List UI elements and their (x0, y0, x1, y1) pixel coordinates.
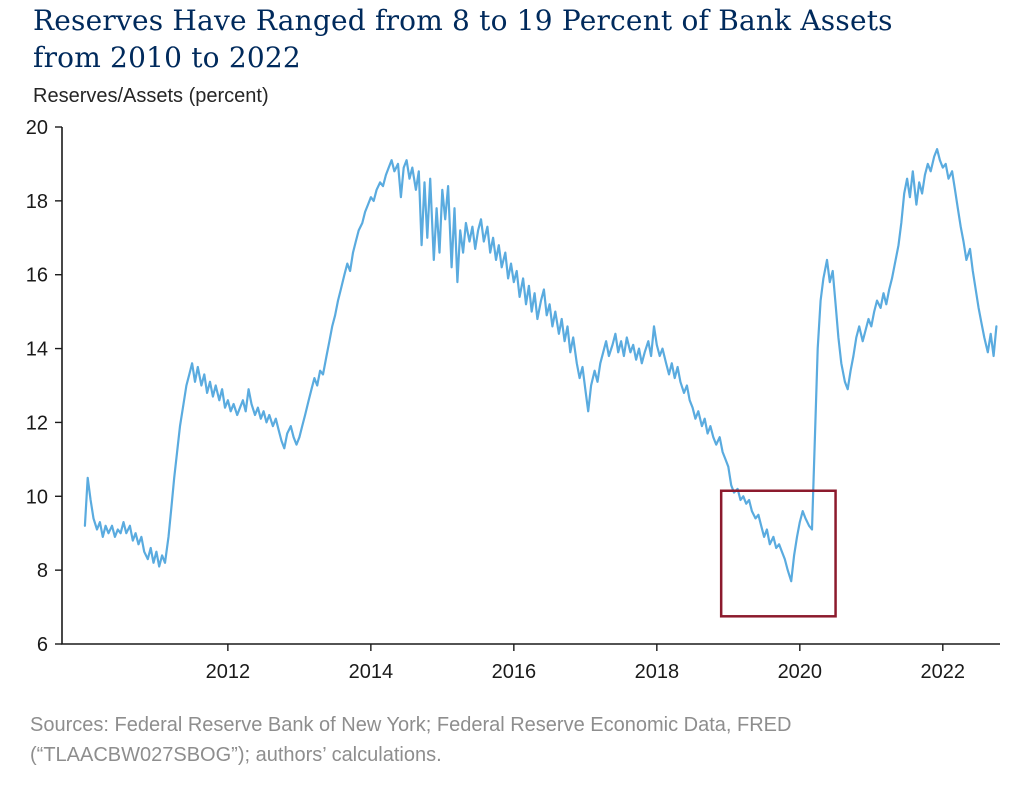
page-title-line1: Reserves Have Ranged from 8 to 19 Percen… (33, 4, 893, 37)
x-tick-label: 2016 (492, 661, 537, 683)
source-note-line1: Sources: Federal Reserve Bank of New Yor… (30, 714, 792, 736)
x-tick-label: 2012 (206, 661, 251, 683)
y-tick-label: 14 (26, 339, 48, 361)
y-tick-label: 18 (26, 191, 48, 213)
x-tick-label: 2020 (778, 661, 823, 683)
x-tick-label: 2014 (349, 661, 394, 683)
x-tick-label: 2018 (635, 661, 680, 683)
y-tick-label: 12 (26, 412, 48, 434)
x-tick-label: 2022 (921, 661, 966, 683)
y-tick-label: 8 (37, 560, 48, 582)
page-title: Reserves Have Ranged from 8 to 19 Percen… (33, 2, 893, 76)
y-tick-label: 16 (26, 265, 48, 287)
page-title-line2: from 2010 to 2022 (33, 41, 301, 74)
axis-lines (61, 127, 1000, 645)
y-axis-heading: Reserves/Assets (percent) (33, 85, 269, 107)
reserves-series-line (83, 148, 998, 583)
y-tick-label: 10 (26, 486, 48, 508)
reserves-line-chart: 6 8 10 12 14 16 18 20 2012 2014 2016 2018 2020 2022 (26, 117, 1000, 683)
y-tick-label: 20 (26, 117, 48, 139)
y-tick-label: 6 (37, 634, 48, 656)
source-note: Sources: Federal Reserve Bank of New Yor… (30, 710, 791, 770)
highlight-box (719, 489, 837, 618)
source-note-line2: (“TLAACBW027SBOG”); authors’ calculation… (30, 744, 442, 766)
